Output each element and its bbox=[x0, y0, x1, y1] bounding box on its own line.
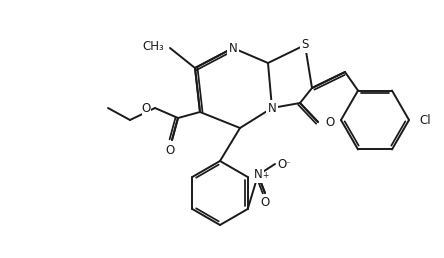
Text: O: O bbox=[325, 116, 334, 128]
Text: O: O bbox=[165, 143, 174, 157]
Text: N: N bbox=[268, 101, 276, 115]
Text: O: O bbox=[260, 196, 270, 208]
Text: S: S bbox=[301, 38, 309, 52]
Text: Cl: Cl bbox=[419, 114, 431, 126]
Text: O: O bbox=[142, 101, 151, 115]
Text: O: O bbox=[277, 157, 286, 171]
Text: ⁻: ⁻ bbox=[285, 160, 289, 169]
Text: +: + bbox=[262, 171, 268, 180]
Text: N: N bbox=[229, 42, 238, 54]
Text: CH₃: CH₃ bbox=[142, 39, 164, 52]
Text: N: N bbox=[254, 168, 262, 181]
